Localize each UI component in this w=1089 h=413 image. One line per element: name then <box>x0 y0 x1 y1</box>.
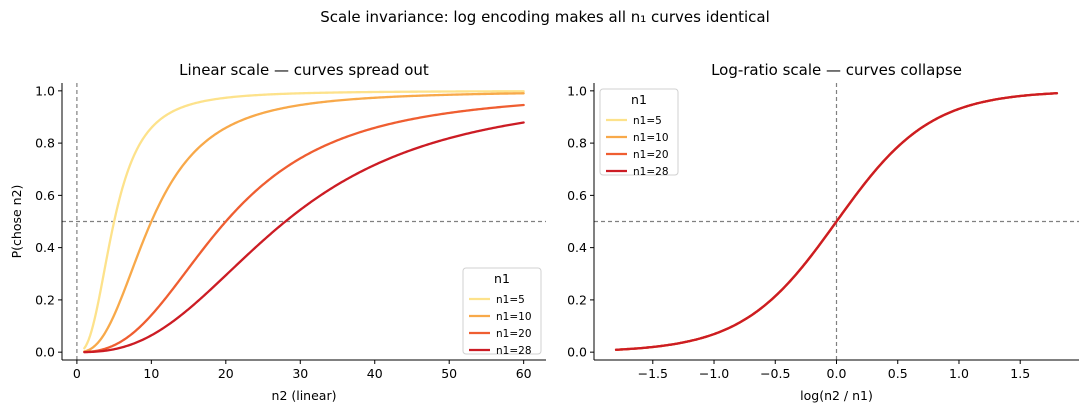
left-y-tick-label: 1.0 <box>35 83 55 98</box>
left-legend: n1 n1=5 n1=10 n1=20 n1=28 <box>462 267 542 357</box>
left-y-tick-label: 0.8 <box>35 136 55 151</box>
right-legend: n1 n1=5 n1=10 n1=20 n1=28 <box>599 88 679 178</box>
right-x-tick-label: −0.5 <box>760 366 790 381</box>
left-legend-label-n1-5: n1=5 <box>496 294 525 306</box>
left-y-tick-label: 0.2 <box>35 292 55 307</box>
left-x-tick-label: 40 <box>367 366 383 381</box>
figure-suptitle: Scale invariance: log encoding makes all… <box>320 8 770 26</box>
right-x-tick-label: 0.5 <box>888 366 908 381</box>
right-chart: −1.5 −1.0 −0.5 0.0 0.5 1.0 1.5 0.0 0.2 0.4 0.6 0.8 1… <box>567 61 1079 403</box>
right-legend-label-n1-20: n1=20 <box>633 149 669 161</box>
left-legend-label-n1-20: n1=20 <box>496 328 532 340</box>
right-x-tick-label: 0.0 <box>827 366 847 381</box>
right-x-tick-label: 1.5 <box>1010 366 1030 381</box>
right-y-tick-label: 1.0 <box>567 83 587 98</box>
right-y-tick-label: 0.8 <box>567 136 587 151</box>
right-x-tick-label: −1.0 <box>699 366 729 381</box>
right-y-tick-label: 0.6 <box>567 188 587 203</box>
right-y-tick-label: 0.4 <box>567 240 587 255</box>
right-legend-label-n1-5: n1=5 <box>633 115 662 127</box>
left-curve-n1-5 <box>83 90 525 350</box>
right-legend-label-n1-28: n1=28 <box>633 166 669 178</box>
left-legend-title: n1 <box>494 271 510 286</box>
right-legend-label-n1-10: n1=10 <box>633 132 669 144</box>
left-y-tick-label: 0.6 <box>35 188 55 203</box>
left-chart: 0 10 20 30 40 50 60 0.0 0.2 0.4 0.6 0.8 1.0 Linear sc… <box>9 61 546 403</box>
right-legend-title: n1 <box>631 92 647 107</box>
left-curve-n1-10 <box>83 92 525 353</box>
left-chart-title: Linear scale — curves spread out <box>179 61 429 79</box>
left-x-tick-label: 60 <box>516 366 532 381</box>
left-x-tick-label: 30 <box>292 366 308 381</box>
right-chart-title: Log-ratio scale — curves collapse <box>711 61 962 79</box>
left-x-tick-label: 0 <box>73 366 81 381</box>
left-legend-label-n1-28: n1=28 <box>496 345 532 357</box>
left-x-tick-label: 50 <box>441 366 457 381</box>
left-x-tick-label: 20 <box>218 366 234 381</box>
right-curve-n1-28 <box>614 92 1059 351</box>
right-y-tick-label: 0.0 <box>567 345 587 360</box>
left-legend-label-n1-10: n1=10 <box>496 311 532 323</box>
left-curve-n1-20 <box>83 103 525 354</box>
left-y-tick-label: 0.4 <box>35 240 55 255</box>
right-x-axis-label: log(n2 / n1) <box>800 388 873 403</box>
left-curve-n1-28 <box>83 121 525 354</box>
left-x-axis-label: n2 (linear) <box>272 388 337 403</box>
left-x-tick-label: 10 <box>143 366 159 381</box>
right-x-tick-label: 1.0 <box>949 366 969 381</box>
right-x-tick-label: −1.5 <box>638 366 668 381</box>
left-y-tick-label: 0.0 <box>35 345 55 360</box>
right-y-tick-label: 0.2 <box>567 292 587 307</box>
left-y-axis-label: P(chose n2) <box>9 185 24 259</box>
